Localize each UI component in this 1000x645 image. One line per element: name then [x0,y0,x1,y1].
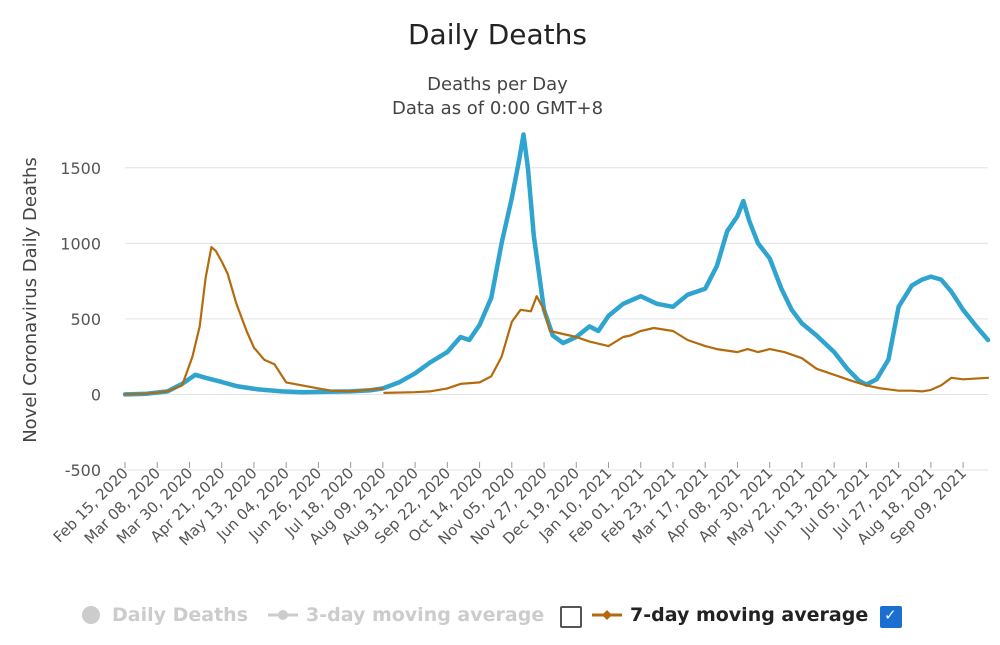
series-line-7-day-moving-average [123,246,990,396]
chart-subtitle-line-1: Deaths per Day [427,74,568,95]
legend-line-marker-icon [268,610,298,620]
y-tick-label: -500 [65,461,101,480]
y-axis-label: Novel Coronavirus Daily Deaths [20,157,41,443]
legend-item-7-day-moving-average[interactable]: 7-day moving average [592,600,868,630]
toggle-3-day-checkbox[interactable] [560,606,582,628]
legend: Daily Deaths 3-day moving average 7-day … [0,600,1000,632]
legend-item-3-day-moving-average[interactable]: 3-day moving average [268,600,544,630]
y-tick-label: 500 [70,310,101,329]
legend-marker-dot-icon [82,606,100,624]
series-line-3-day-moving-average [122,132,991,397]
y-tick-label: 0 [91,385,101,404]
chart-title: Daily Deaths [407,18,587,51]
toggle-7-day-checkbox[interactable] [880,606,902,628]
legend-diamond-marker-icon [592,610,622,620]
y-tick-label: 1000 [60,234,101,253]
y-tick-label: 1500 [60,159,101,178]
legend-label-3-day: 3-day moving average [306,604,545,626]
legend-item-daily-deaths[interactable]: Daily Deaths [82,600,248,630]
legend-label-daily-deaths: Daily Deaths [112,604,249,626]
legend-label-7-day: 7-day moving average [630,604,869,626]
plot-area: -500 0 500 1000 1500 Novel Coronavirus Daily … [20,132,991,549]
chart-subtitle-line-2: Data as of 0:00 GMT+8 [391,98,604,119]
